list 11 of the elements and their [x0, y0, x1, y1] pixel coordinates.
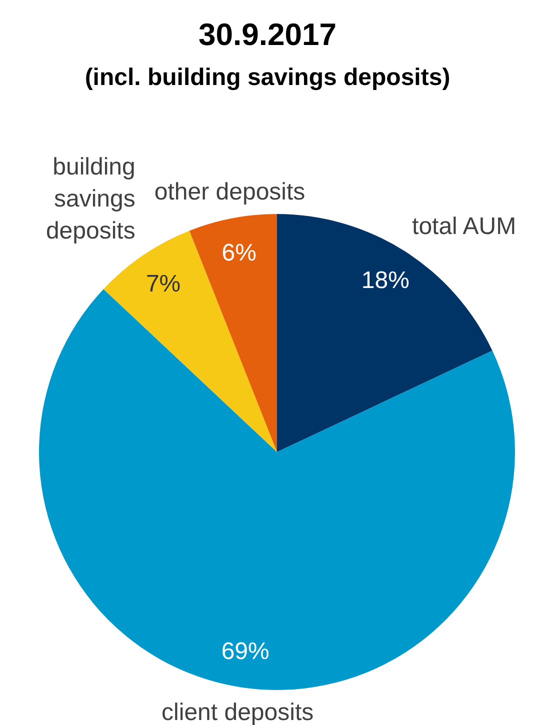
pie-slice [189, 214, 277, 452]
slice-label: building savings deposits [46, 154, 136, 245]
data-label: 6% [222, 239, 256, 266]
data-label: 69% [221, 638, 270, 665]
data-label: 18% [361, 267, 410, 294]
slice-label: total AUM [412, 213, 516, 240]
chart-subtitle: (incl. building savings deposits) [84, 64, 450, 91]
slice-label: other deposits [154, 178, 306, 206]
chart-title: 30.9.2017 [198, 17, 336, 52]
slice-label: client deposits [162, 698, 314, 725]
data-label: 7% [146, 270, 181, 298]
